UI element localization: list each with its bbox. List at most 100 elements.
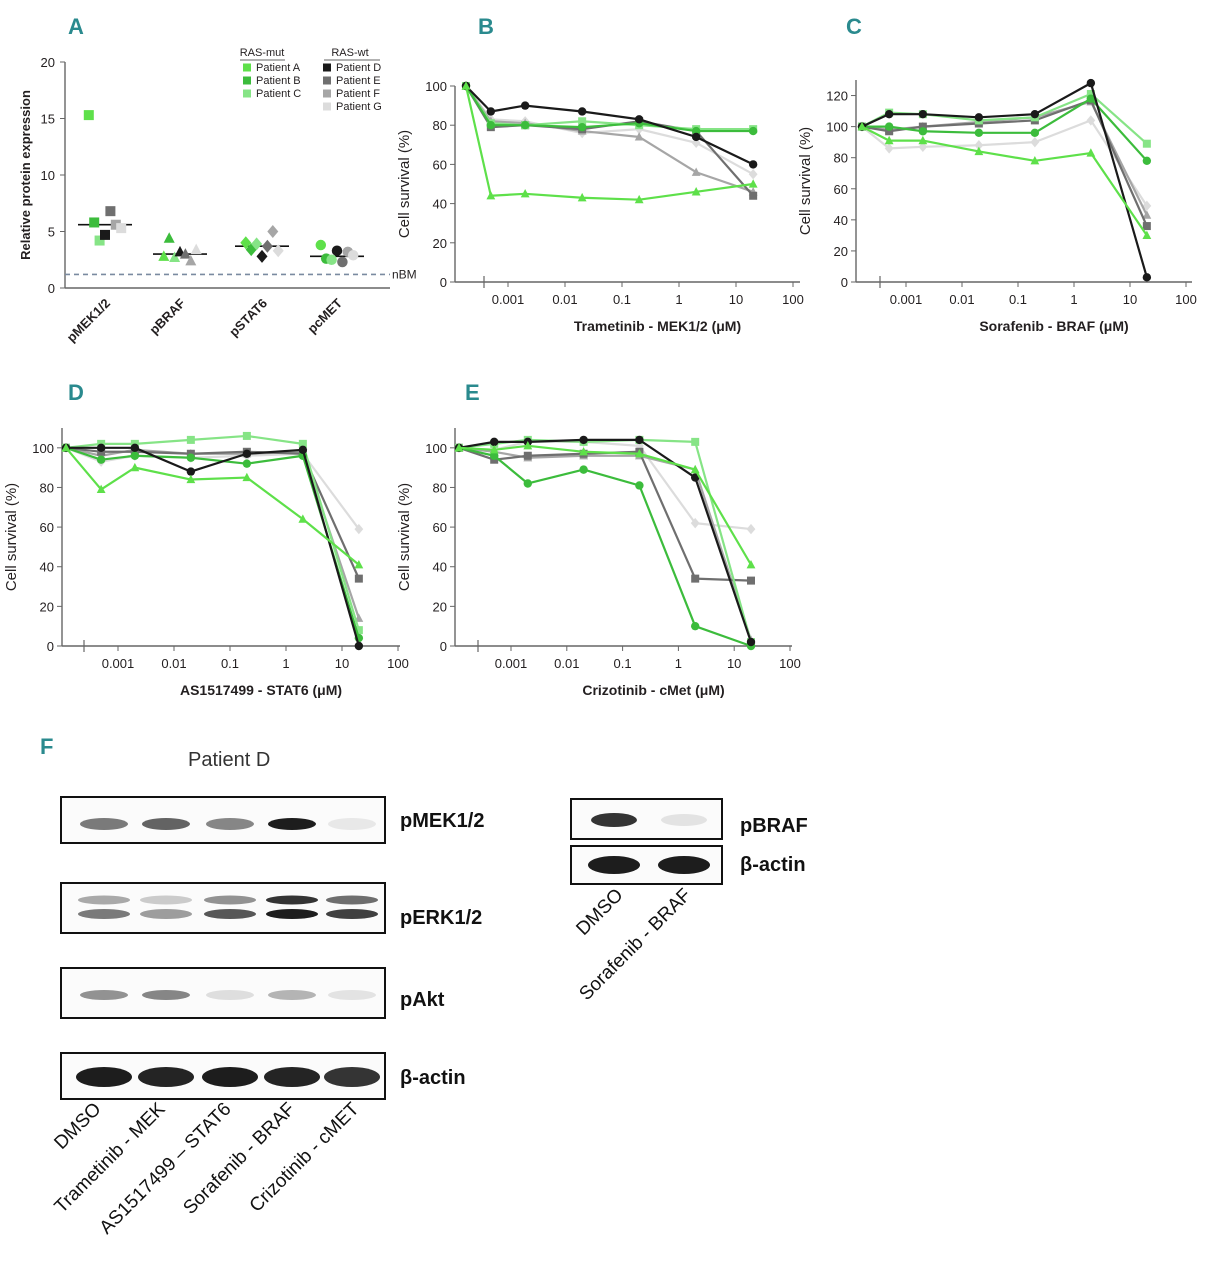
data-point [96, 455, 106, 464]
data-point [116, 223, 127, 234]
legend-entry: Patient B [256, 75, 301, 87]
data-point [748, 160, 758, 169]
y-tick-label: 20 [41, 55, 55, 70]
band-pakt [142, 990, 190, 1000]
data-point [746, 523, 756, 535]
lane-label-right-dmso: DMSO [572, 885, 627, 940]
band-pmek [268, 818, 316, 830]
x-axis-label: AS1517499 - STAT6 (μM) [180, 682, 342, 698]
data-point [186, 453, 196, 462]
x-tick-label: 10 [729, 292, 743, 307]
data-point [1142, 230, 1152, 239]
data-point [748, 126, 758, 136]
y-tick-label: 60 [433, 157, 447, 172]
y-tick-label: 0 [440, 275, 447, 290]
data-point [1142, 222, 1151, 231]
data-point [242, 472, 252, 482]
data-point [884, 122, 894, 131]
x-tick-label: 0.001 [890, 292, 923, 307]
data-point [884, 109, 894, 119]
y-axis-label: Cell survival (%) [797, 127, 814, 235]
data-point [749, 191, 758, 200]
chart-a: 0 5 10 15 20 Relative protein expression nBM pM… [18, 47, 417, 345]
legend-entry: Patient A [256, 62, 301, 74]
data-point [256, 249, 268, 263]
data-point [1142, 156, 1152, 165]
data-point [61, 443, 71, 452]
series-line [65, 446, 360, 580]
series-line [458, 438, 753, 643]
data-point [130, 451, 140, 460]
right-blot-bands [588, 813, 710, 874]
y-tick-label: 20 [433, 236, 447, 251]
legend-entry: Patient F [336, 88, 380, 100]
data-point [169, 251, 181, 262]
data-point [1142, 273, 1152, 282]
band-label-perk: pERK1/2 [400, 907, 482, 929]
x-tick-label: 0.1 [221, 656, 239, 671]
data-point [163, 232, 175, 243]
legend-swatch [323, 89, 331, 98]
x-tick-label: 1 [282, 656, 289, 671]
data-point [884, 135, 894, 145]
data-point [337, 256, 348, 268]
category-label: pSTAT6 [226, 296, 270, 340]
data-point [1086, 148, 1096, 157]
data-point [354, 626, 363, 635]
chart-c: 0 20 40 60 80 100 120 0.001 0.01 0.1 1 10 100 Sorafen… [797, 78, 1197, 334]
legend-swatch [323, 63, 331, 72]
data-point [520, 101, 530, 110]
band-pakt [80, 990, 128, 1000]
data-point [691, 437, 700, 446]
x-tick-label: 0.01 [161, 656, 186, 671]
data-point [974, 140, 984, 151]
y-tick-label: 20 [834, 244, 848, 259]
y-tick-label: 0 [440, 639, 447, 654]
panel-label-f: F [40, 734, 53, 759]
band-pmek [142, 818, 190, 830]
panel-label-a: A [68, 14, 84, 39]
data-point [354, 523, 364, 535]
data-point [240, 236, 252, 250]
data-point [490, 437, 499, 447]
data-point [635, 435, 644, 445]
y-tick-label: 20 [433, 599, 447, 614]
data-point [918, 135, 928, 145]
band-pmek [80, 818, 128, 830]
data-point [918, 109, 928, 119]
y-tick-label: 5 [48, 225, 55, 240]
data-point [746, 559, 756, 569]
category-label: pBRAF [146, 295, 188, 337]
x-tick-label: 10 [335, 656, 349, 671]
data-point [918, 127, 928, 136]
data-point [974, 113, 984, 122]
x-axis-label: Trametinib - MEK1/2 (μM) [574, 318, 741, 334]
data-point [1030, 156, 1040, 165]
band-perk-lower [204, 909, 256, 919]
data-point [298, 439, 307, 448]
y-tick-label: 0 [48, 281, 55, 296]
lane-label-sorafenib: Sorafenib - BRAF [179, 1099, 299, 1219]
data-point [1086, 78, 1096, 88]
data-point [690, 517, 700, 529]
data-point [634, 132, 644, 141]
data-point [579, 435, 588, 445]
category-label: pcMET [304, 295, 345, 336]
data-point [158, 250, 170, 261]
data-point [746, 576, 755, 585]
band-actin-right [588, 856, 640, 874]
series-line [458, 438, 753, 643]
data-point [577, 122, 587, 132]
x-tick-label: 0.001 [492, 292, 525, 307]
legend-swatch [243, 76, 251, 85]
series-line [65, 446, 360, 619]
x-axis-label: Sorafenib - BRAF (μM) [979, 318, 1128, 334]
legend-swatch [243, 89, 251, 98]
y-axis-label: Cell survival (%) [396, 483, 413, 591]
data-point [354, 574, 363, 583]
data-point [1086, 115, 1096, 126]
data-point [242, 431, 251, 440]
band-perk-upper [204, 895, 256, 905]
data-point [186, 474, 196, 484]
